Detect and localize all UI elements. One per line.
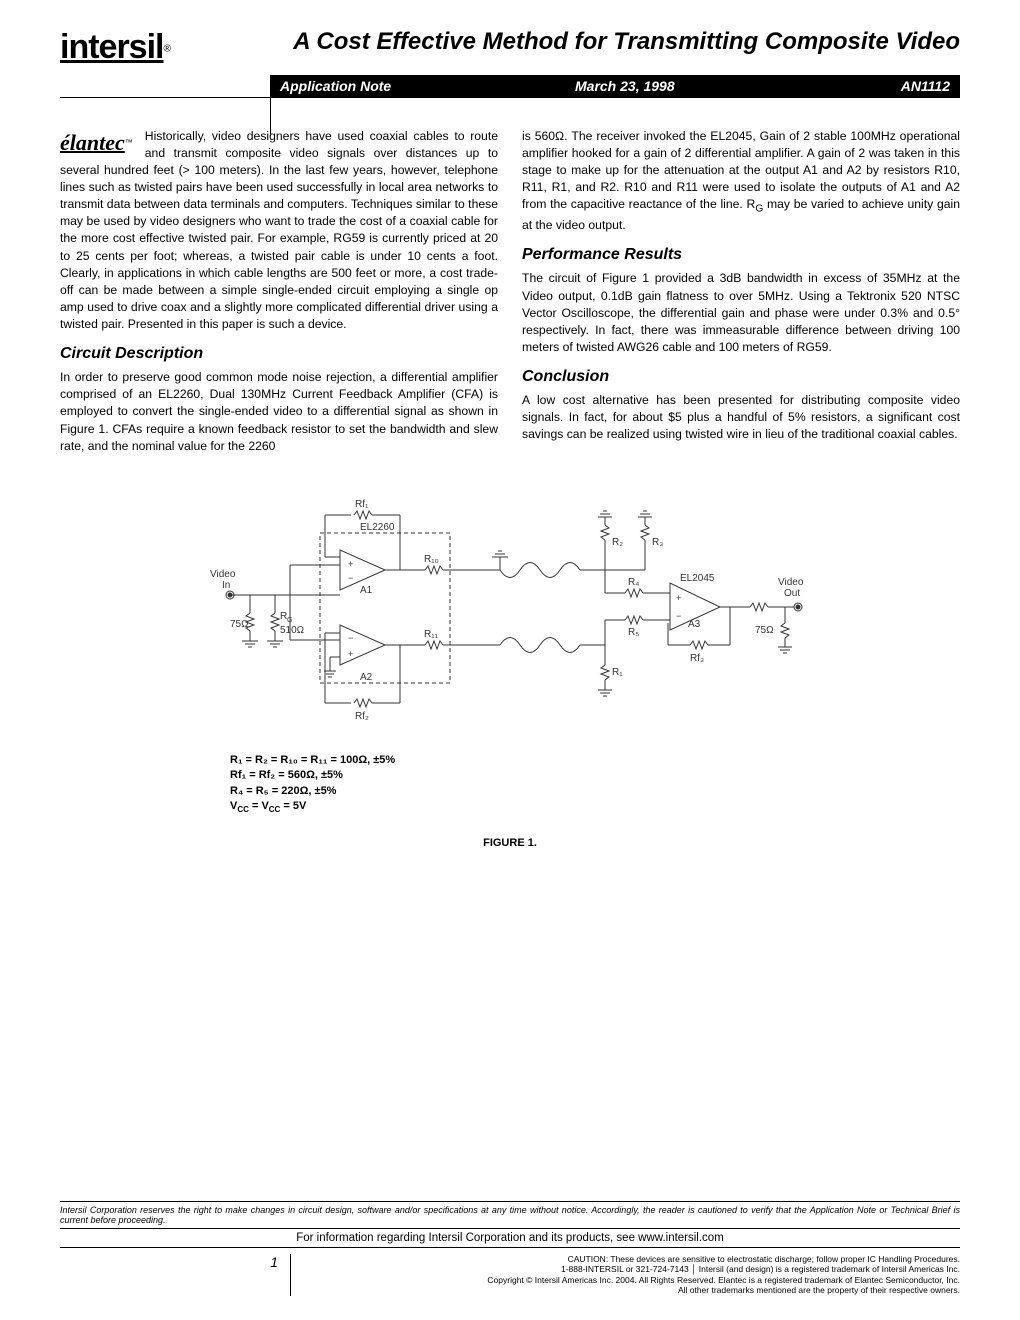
circuit-schematic: Video In 75Ω RG 510Ω EL2260 + bbox=[200, 485, 820, 745]
performance-heading: Performance Results bbox=[522, 244, 960, 266]
body-columns: élantec™ Historically, video designers h… bbox=[60, 128, 960, 461]
caution-block: CAUTION: These devices are sensitive to … bbox=[301, 1254, 960, 1297]
logo-mark: ® bbox=[163, 44, 170, 55]
footer-rule-2 bbox=[60, 1228, 960, 1229]
svg-text:A2: A2 bbox=[360, 672, 373, 683]
figure-area: Video In 75Ω RG 510Ω EL2260 + bbox=[60, 485, 960, 850]
header-divider bbox=[60, 97, 960, 98]
column-right: is 560Ω. The receiver invoked the EL2045… bbox=[522, 128, 960, 461]
caution-line-2: 1-888-INTERSIL or 321-724-7143 │ Intersi… bbox=[301, 1264, 960, 1275]
svg-text:A3: A3 bbox=[688, 619, 701, 630]
page-number: 1 bbox=[60, 1254, 290, 1270]
svg-text:+: + bbox=[676, 593, 681, 603]
performance-paragraph: The circuit of Figure 1 provided a 3dB b… bbox=[522, 270, 960, 355]
fig-note-3: R₄ = R₅ = 220Ω, ±5% bbox=[230, 784, 960, 799]
svg-text:A1: A1 bbox=[360, 585, 373, 596]
title-box: A Cost Effective Method for Transmitting… bbox=[260, 28, 960, 56]
svg-text:Rf₂: Rf₂ bbox=[355, 711, 369, 722]
fig-note-2: Rf₁ = Rf₂ = 560Ω, ±5% bbox=[230, 768, 960, 783]
circuit-paragraph-2: is 560Ω. The receiver invoked the EL2045… bbox=[522, 128, 960, 234]
svg-text:75Ω: 75Ω bbox=[230, 619, 249, 630]
svg-text:Rf₃: Rf₃ bbox=[690, 653, 704, 664]
elantec-logo: élantec™ bbox=[60, 128, 133, 159]
svg-text:−: − bbox=[348, 573, 353, 583]
svg-text:R₁₀: R₁₀ bbox=[424, 554, 439, 565]
header: intersil® A Cost Effective Method for Tr… bbox=[60, 28, 960, 67]
fig-note-1: R₁ = R₂ = R₁₀ = R₁₁ = 100Ω, ±5% bbox=[230, 753, 960, 768]
footer-rule-1 bbox=[60, 1201, 960, 1202]
svg-text:In: In bbox=[222, 580, 230, 591]
intro-text: Historically, video designers have used … bbox=[60, 129, 498, 331]
caution-line-1: CAUTION: These devices are sensitive to … bbox=[301, 1254, 960, 1265]
svg-text:−: − bbox=[676, 611, 681, 621]
conclusion-paragraph: A low cost alternative has been presente… bbox=[522, 392, 960, 443]
doc-type: Application Note bbox=[280, 78, 575, 94]
svg-text:−: − bbox=[348, 633, 353, 643]
intro-paragraph: élantec™ Historically, video designers h… bbox=[60, 128, 498, 333]
logo-text: intersil bbox=[60, 28, 163, 66]
svg-text:EL2260: EL2260 bbox=[360, 522, 395, 533]
column-left: élantec™ Historically, video designers h… bbox=[60, 128, 498, 461]
footer: Intersil Corporation reserves the right … bbox=[60, 1198, 960, 1297]
svg-text:75Ω: 75Ω bbox=[755, 625, 774, 636]
svg-text:510Ω: 510Ω bbox=[280, 625, 305, 636]
fig-note-4: VCC = VCC = 5V bbox=[230, 799, 960, 815]
svg-text:+: + bbox=[348, 559, 353, 569]
conclusion-heading: Conclusion bbox=[522, 366, 960, 388]
svg-text:Video: Video bbox=[778, 577, 804, 588]
page-title: A Cost Effective Method for Transmitting… bbox=[260, 28, 960, 56]
info-line: For information regarding Intersil Corpo… bbox=[60, 1232, 960, 1244]
caution-line-3: Copyright © Intersil Americas Inc. 2004.… bbox=[301, 1275, 960, 1286]
caution-line-4: All other trademarks mentioned are the p… bbox=[301, 1285, 960, 1296]
svg-text:R₄: R₄ bbox=[628, 577, 639, 588]
company-logo: intersil® bbox=[60, 28, 260, 67]
figure-notes: R₁ = R₂ = R₁₀ = R₁₁ = 100Ω, ±5% Rf₁ = Rf… bbox=[230, 753, 960, 816]
footer-row: 1 CAUTION: These devices are sensitive t… bbox=[60, 1254, 960, 1297]
svg-text:R₃: R₃ bbox=[652, 537, 663, 548]
figure-label: FIGURE 1. bbox=[60, 837, 960, 849]
svg-text:EL2045: EL2045 bbox=[680, 573, 715, 584]
svg-text:R₂: R₂ bbox=[612, 537, 623, 548]
svg-text:Rf₁: Rf₁ bbox=[355, 499, 369, 510]
doc-id: AN1112 bbox=[870, 78, 950, 94]
svg-text:+: + bbox=[348, 649, 353, 659]
svg-text:R₅: R₅ bbox=[628, 627, 639, 638]
doc-date: March 23, 1998 bbox=[575, 78, 870, 94]
svg-text:R₁: R₁ bbox=[612, 667, 623, 678]
disclaimer-text: Intersil Corporation reserves the right … bbox=[60, 1205, 960, 1225]
meta-bar: Application Note March 23, 1998 AN1112 bbox=[270, 75, 960, 97]
circuit-heading: Circuit Description bbox=[60, 343, 498, 365]
footer-divider bbox=[290, 1254, 291, 1297]
svg-text:Out: Out bbox=[784, 588, 800, 599]
circuit-paragraph-1: In order to preserve good common mode no… bbox=[60, 369, 498, 454]
footer-rule-3 bbox=[60, 1247, 960, 1248]
svg-text:R₁₁: R₁₁ bbox=[424, 629, 439, 640]
svg-text:Video: Video bbox=[210, 569, 236, 580]
